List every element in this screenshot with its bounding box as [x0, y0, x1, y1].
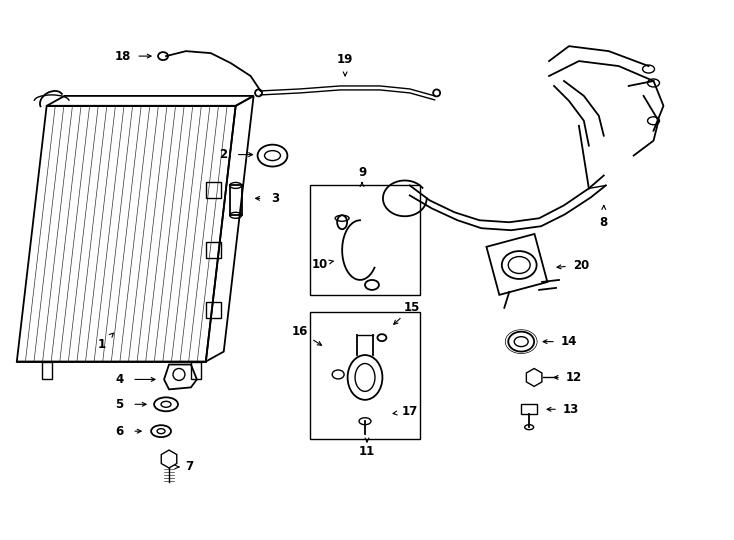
- Text: 7: 7: [185, 461, 193, 474]
- Text: 9: 9: [358, 166, 366, 179]
- Bar: [206, 242, 221, 258]
- Bar: [206, 302, 221, 318]
- Text: 2: 2: [219, 148, 227, 161]
- Text: 8: 8: [600, 216, 608, 229]
- Text: 16: 16: [292, 325, 308, 338]
- Text: 5: 5: [115, 398, 123, 411]
- Bar: [42, 361, 51, 380]
- Bar: [310, 185, 420, 295]
- Bar: [521, 404, 537, 414]
- Text: 12: 12: [566, 371, 582, 384]
- Text: 6: 6: [115, 424, 123, 437]
- Bar: [230, 185, 241, 215]
- Text: 10: 10: [312, 258, 328, 271]
- Bar: [206, 183, 221, 198]
- Text: 17: 17: [401, 405, 418, 418]
- Bar: [310, 312, 420, 439]
- Text: 19: 19: [337, 52, 353, 65]
- Text: 13: 13: [563, 403, 579, 416]
- Bar: [487, 234, 548, 295]
- Text: 18: 18: [115, 50, 131, 63]
- Text: 15: 15: [404, 301, 420, 314]
- Text: 4: 4: [115, 373, 123, 386]
- Text: 11: 11: [359, 444, 375, 457]
- Text: 1: 1: [98, 338, 106, 351]
- Text: 14: 14: [561, 335, 577, 348]
- Bar: [191, 361, 201, 380]
- Text: 3: 3: [272, 192, 280, 205]
- Text: 20: 20: [573, 259, 589, 272]
